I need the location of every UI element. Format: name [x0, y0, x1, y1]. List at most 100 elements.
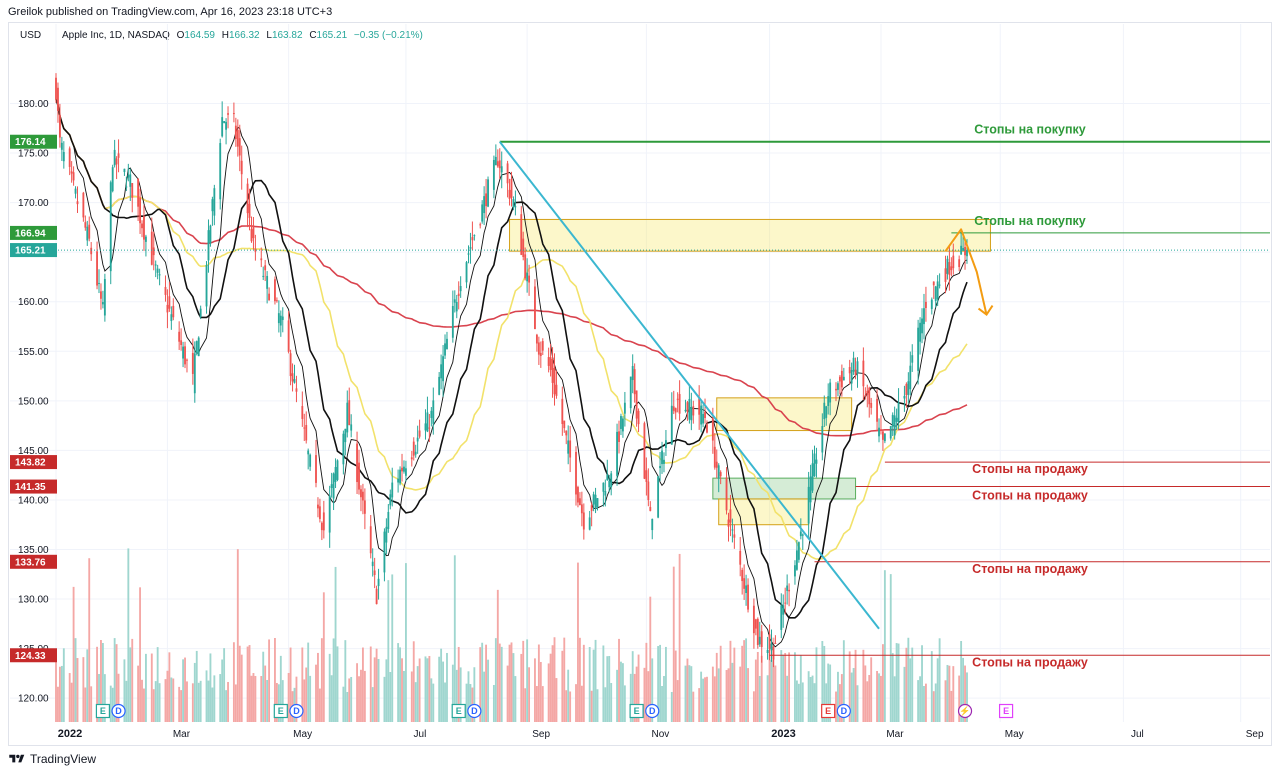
- event-marker-label: E: [634, 706, 640, 716]
- candle-body: [88, 224, 91, 239]
- candle-body: [549, 357, 552, 370]
- candle-body: [375, 588, 378, 605]
- candle-body: [850, 369, 853, 384]
- volume-bar: [567, 669, 570, 722]
- y-axis[interactable]: 180.00175.00170.00165.00160.00155.00150.…: [10, 99, 57, 705]
- volume-bar: [266, 679, 269, 722]
- volume-bar: [467, 671, 470, 722]
- candle-body: [760, 631, 763, 648]
- volume-bar: [907, 637, 910, 722]
- volume-bar: [905, 647, 908, 722]
- volume-bar: [549, 653, 552, 722]
- candle-body: [383, 531, 386, 573]
- volume-bar: [211, 687, 214, 722]
- event-marker-label: D: [471, 706, 478, 716]
- candle-body: [881, 431, 884, 440]
- candle-body: [602, 482, 605, 492]
- volume-bar: [416, 666, 419, 722]
- candle-body: [139, 197, 141, 224]
- volume-bar: [221, 659, 224, 722]
- y-tick-label: 130.00: [18, 595, 49, 606]
- volume-bar: [131, 638, 134, 722]
- volume-bar: [70, 682, 73, 722]
- candle-body: [289, 353, 292, 377]
- volume-bar: [60, 665, 63, 722]
- tradingview-logo[interactable]: TradingView: [8, 752, 96, 766]
- candle-body: [528, 275, 531, 283]
- candle-body: [729, 509, 732, 523]
- volume-bar: [575, 684, 577, 722]
- volume-bar: [391, 574, 394, 722]
- candle-body: [895, 417, 898, 422]
- symbol-label[interactable]: Apple Inc, 1D, NASDAQ: [62, 30, 170, 41]
- volume-bar: [358, 676, 360, 722]
- x-tick-label: Mar: [886, 729, 904, 740]
- x-tick-label: May: [293, 729, 312, 740]
- event-markers: E D E D E D E D E D ⚡ E: [95, 703, 1014, 719]
- candle-body: [618, 431, 620, 442]
- candle-body: [281, 316, 284, 320]
- x-tick-label: Sep: [532, 729, 550, 740]
- high-key: H: [221, 30, 229, 41]
- candle-body: [60, 142, 63, 150]
- x-tick-label: 2022: [58, 728, 82, 740]
- volume-bar: [238, 645, 241, 722]
- volume-bar: [754, 659, 757, 722]
- price-badge: [10, 134, 57, 149]
- volume-bar: [813, 683, 816, 722]
- level-label: Стопы на продажу: [972, 655, 1088, 669]
- volume-bar: [410, 671, 413, 722]
- candle-body: [508, 189, 511, 199]
- volume-bar: [725, 669, 728, 722]
- candle-body: [506, 163, 509, 184]
- volume-bar: [508, 644, 511, 722]
- candle-body: [401, 467, 403, 472]
- volume-bar: [717, 668, 720, 722]
- volume-bar: [275, 682, 278, 722]
- candle-body: [840, 370, 843, 388]
- price-badge-label: 176.14: [15, 137, 46, 148]
- volume-bar: [344, 640, 347, 722]
- candle-body: [733, 534, 736, 538]
- volume-bar: [850, 672, 853, 722]
- volume-bar: [842, 640, 845, 722]
- event-marker: [629, 703, 644, 719]
- candle-body: [725, 477, 728, 511]
- candle-body: [305, 425, 308, 441]
- candle-body: [596, 498, 599, 508]
- candle-body: [494, 156, 497, 166]
- candle-body: [405, 468, 407, 476]
- event-marker-label: D: [841, 706, 848, 716]
- x-axis[interactable]: 2022 Mar May Jul Sep Nov 2023 Mar May Jul Sep: [58, 728, 1264, 740]
- candle-body: [389, 494, 392, 506]
- volume-bar: [651, 658, 654, 722]
- volume-bar: [643, 667, 646, 722]
- volume-bar: [711, 666, 714, 722]
- candle-body: [152, 247, 155, 256]
- volume-bar: [469, 684, 472, 722]
- candle-body: [101, 302, 104, 305]
- candle-body: [704, 411, 706, 418]
- volume-bar: [739, 666, 742, 722]
- y-tick-label: 170.00: [18, 198, 49, 209]
- volume-bar: [68, 673, 71, 722]
- candle-body: [227, 113, 229, 115]
- event-marker: [451, 703, 466, 719]
- volume-bar: [453, 555, 456, 722]
- event-marker-label: E: [278, 706, 284, 716]
- candle-body: [946, 258, 949, 274]
- volume-bar: [465, 683, 468, 722]
- volume-bar: [594, 639, 597, 722]
- volume-bar: [387, 580, 390, 722]
- candle-body: [84, 222, 87, 228]
- volume-bar: [795, 680, 798, 722]
- candle-body: [799, 531, 802, 537]
- volume-bar: [332, 638, 335, 722]
- volume-bar: [322, 592, 325, 722]
- volume-bar: [623, 685, 626, 722]
- price-badge-label: 133.76: [15, 557, 46, 568]
- volume-bar: [616, 669, 618, 722]
- volume-bar: [633, 673, 636, 722]
- event-marker: [289, 703, 304, 719]
